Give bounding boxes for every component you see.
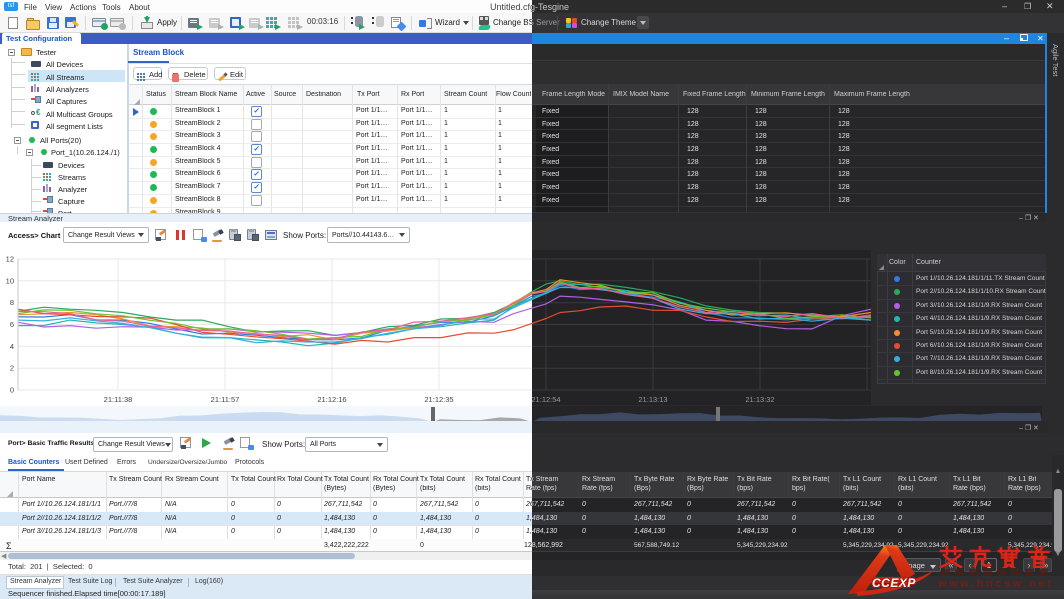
svg-text:0: 0 [10,386,14,395]
svg-text:6: 6 [10,320,14,329]
svg-text:4: 4 [10,342,14,351]
svg-text:21:11:57: 21:11:57 [211,395,240,404]
svg-text:12: 12 [6,255,14,264]
svg-text:21:12:16: 21:12:16 [317,395,346,404]
svg-text:10: 10 [6,276,14,285]
svg-text:21:11:38: 21:11:38 [104,395,133,404]
svg-text:21:13:32: 21:13:32 [745,395,774,404]
svg-text:21:13:13: 21:13:13 [638,395,667,404]
svg-text:2: 2 [10,364,14,373]
svg-text:21:12:54: 21:12:54 [531,395,560,404]
svg-text:21:12:35: 21:12:35 [424,395,453,404]
svg-text:8: 8 [10,298,14,307]
